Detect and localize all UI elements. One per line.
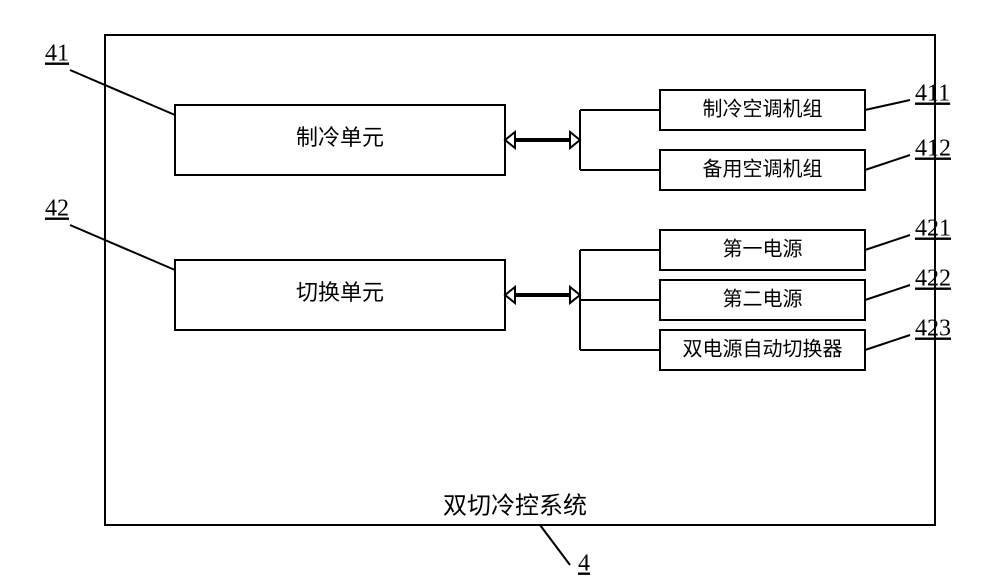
switch-unit-arrow-head-left: [505, 287, 515, 303]
cooling-unit-arrow-head-right: [570, 132, 580, 148]
sub-ref-411: 411: [915, 81, 950, 107]
cooling-unit-label: 制冷单元: [296, 125, 384, 150]
sub-label-421: 第一电源: [723, 238, 803, 261]
sub-ref-422: 422: [915, 266, 951, 292]
cooling-unit-arrow-head-left: [505, 132, 515, 148]
sub-label-411: 制冷空调机组: [703, 98, 823, 121]
sub-label-412: 备用空调机组: [703, 158, 823, 181]
switch-unit-ref-num: 42: [45, 196, 69, 222]
sub-ref-leader-422: [865, 285, 910, 300]
diagram-canvas: 双切冷控系统 4 制冷单元 41 切换单元 42 制冷空调机组 411 备用空调机组 412 第一电…: [0, 0, 1000, 585]
sub-ref-412: 412: [915, 136, 951, 162]
cooling-unit-ref-num: 41: [45, 41, 69, 67]
outer-system-label: 双切冷控系统: [443, 493, 587, 520]
sub-label-423: 双电源自动切换器: [683, 338, 843, 361]
switch-unit-label: 切换单元: [296, 280, 384, 305]
sub-ref-leader-421: [865, 235, 910, 250]
sub-ref-421: 421: [915, 216, 951, 242]
outer-ref-leader: [540, 525, 570, 565]
sub-ref-leader-423: [865, 335, 910, 350]
outer-ref-num: 4: [578, 551, 590, 577]
cooling-unit-ref-leader: [70, 70, 175, 115]
switch-unit-ref-leader: [70, 225, 175, 270]
sub-ref-leader-411: [865, 100, 910, 110]
sub-label-422: 第二电源: [723, 288, 803, 311]
switch-unit-arrow-head-right: [570, 287, 580, 303]
sub-ref-423: 423: [915, 316, 951, 342]
sub-ref-leader-412: [865, 155, 910, 170]
